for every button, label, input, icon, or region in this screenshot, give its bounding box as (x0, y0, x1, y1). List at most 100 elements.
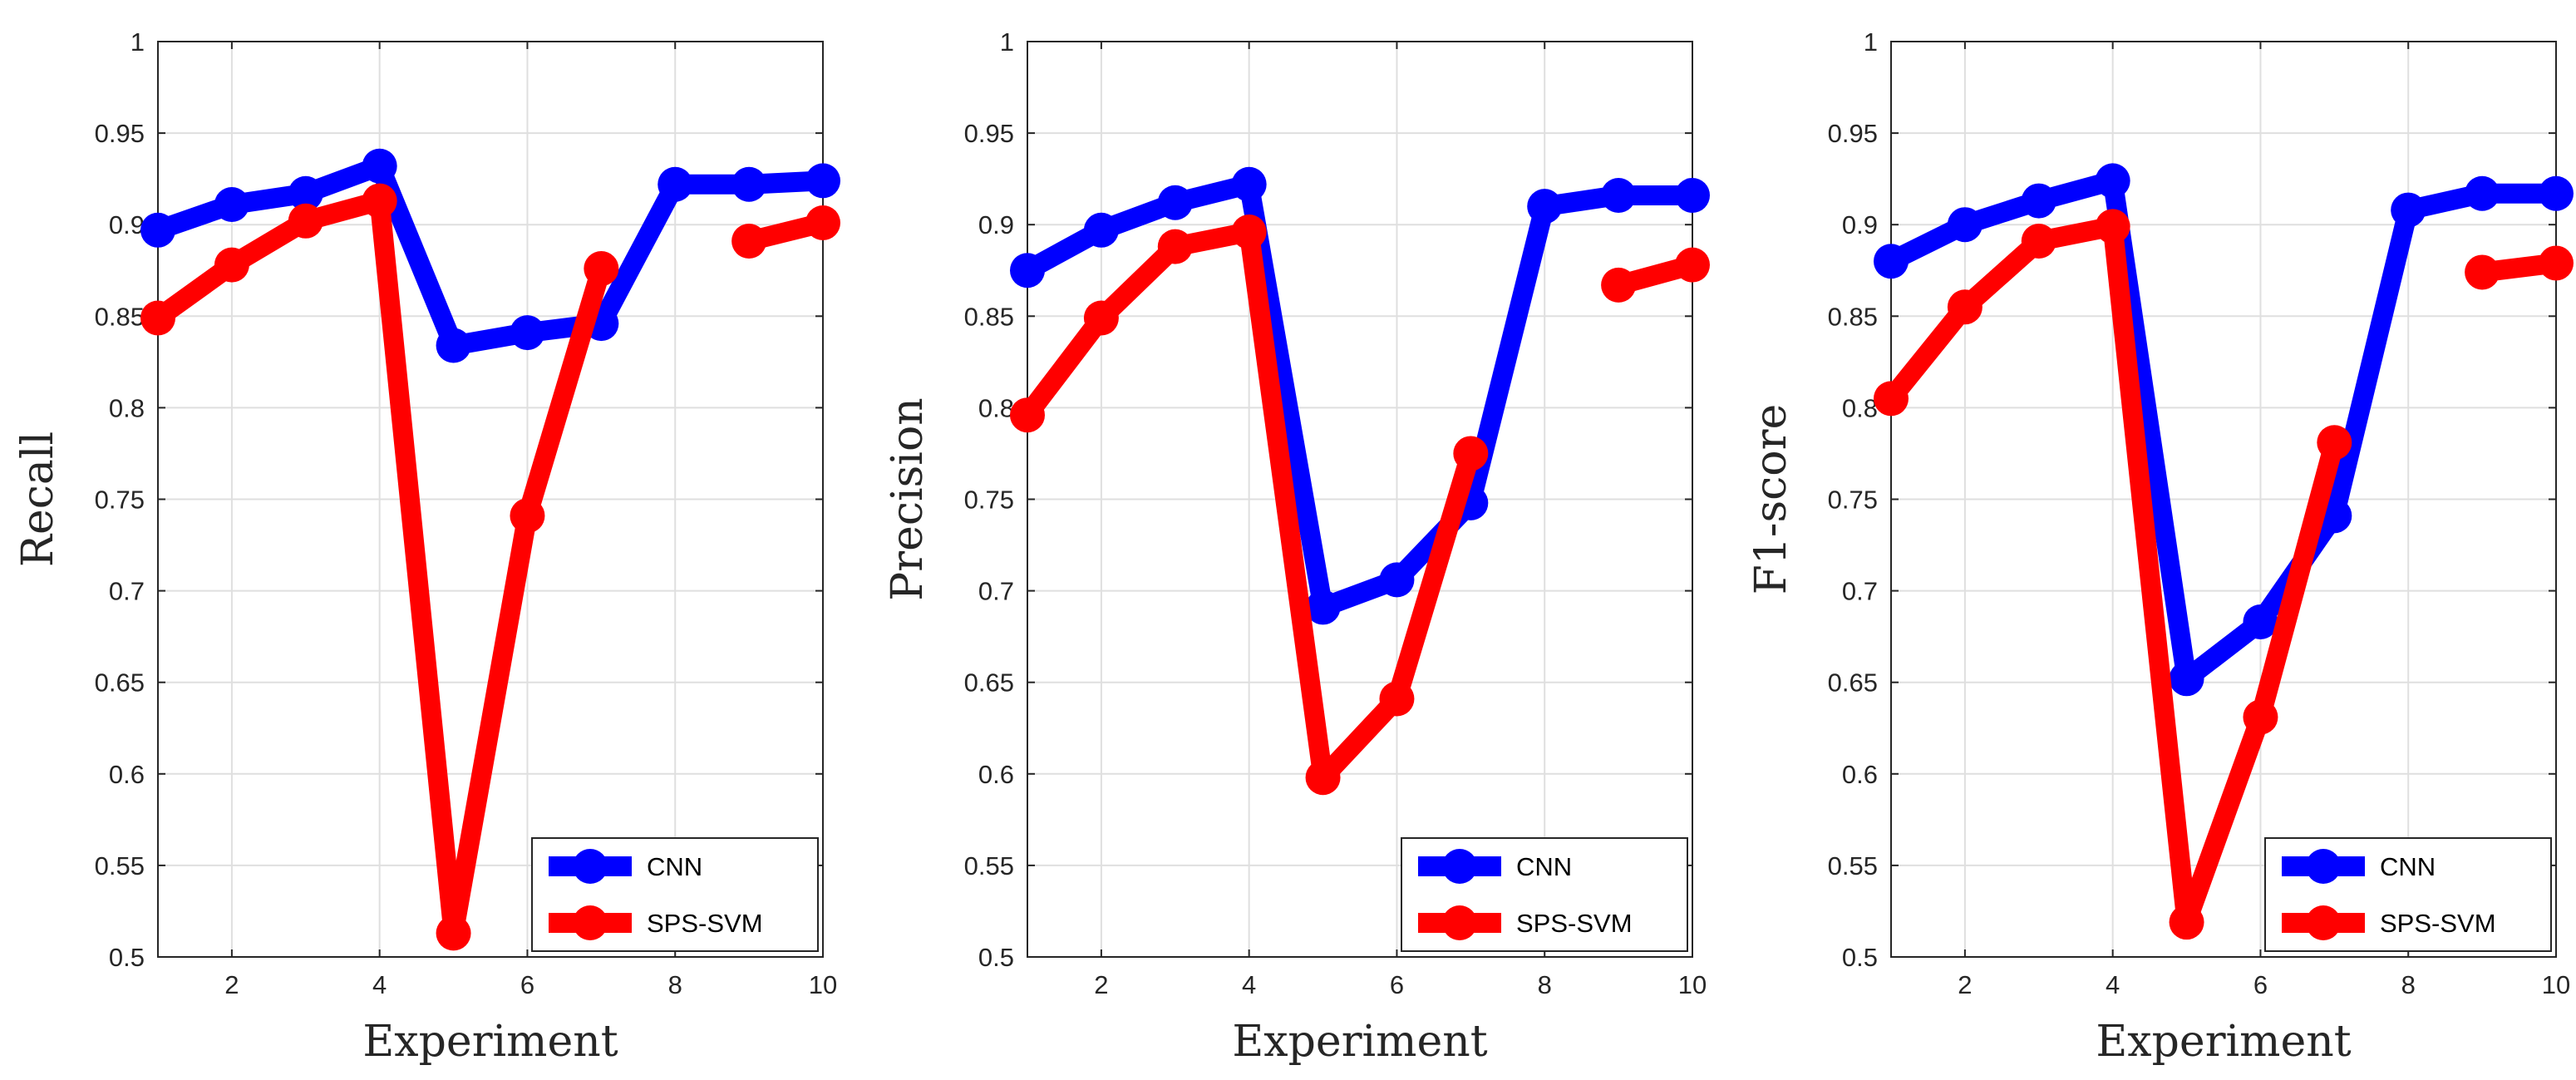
legend-label: CNN (647, 852, 702, 881)
y-tick-label: 0.5 (1842, 943, 1878, 972)
data-point (288, 175, 323, 211)
data-point (362, 183, 397, 219)
y-tick-label: 0.55 (1828, 851, 1878, 880)
legend-entry: SPS-SVM (2282, 905, 2496, 940)
y-tick-label: 0.6 (1842, 760, 1878, 789)
chart-panel-1: 2 4 6 8 10 0.5 0.55 0.6 0.65 0.7 0.75 0.8 0.85 0.9 0.9… (13, 27, 840, 1067)
y-axis-label: Precision (883, 397, 933, 601)
data-point (1379, 681, 1415, 717)
legend-marker (2306, 849, 2341, 884)
data-point (1874, 244, 1909, 279)
x-axis-label: Experiment (362, 1017, 618, 1067)
y-tick-label: 0.7 (109, 577, 145, 606)
y-tick-label: 0.8 (978, 393, 1014, 422)
x-tick-label: 4 (372, 970, 387, 999)
data-point (2317, 425, 2352, 461)
y-tick-label: 0.85 (1828, 302, 1878, 331)
series-cnn (140, 148, 840, 363)
x-axis-label: Experiment (2096, 1017, 2351, 1067)
x-tick-label: 6 (1390, 970, 1404, 999)
legend-label: SPS-SVM (647, 909, 763, 938)
y-tick-label: 0.6 (978, 760, 1014, 789)
y-tick-label: 0.55 (95, 851, 145, 880)
data-point (1231, 215, 1267, 250)
chart-panel-2: 2 4 6 8 10 0.5 0.55 0.6 0.65 0.7 0.75 0.8 0.85 0.9 0.9… (883, 27, 1710, 1067)
data-point (2539, 245, 2574, 281)
data-point (1874, 381, 1909, 417)
legend-marker (573, 849, 608, 884)
data-point (2095, 209, 2130, 244)
y-tick-label: 0.7 (1842, 577, 1878, 606)
legend-label: SPS-SVM (2380, 909, 2496, 938)
data-point (1305, 760, 1341, 796)
data-point (658, 166, 693, 202)
chart-panel-3: 2 4 6 8 10 0.5 0.55 0.6 0.65 0.7 0.75 0.8 0.85 0.9 0.9… (1746, 27, 2574, 1067)
y-tick-label: 0.9 (109, 210, 145, 239)
y-tick-label: 0.85 (95, 302, 145, 331)
y-tick-label: 0.75 (964, 486, 1014, 515)
legend-entry: CNN (549, 849, 702, 884)
data-point (510, 315, 545, 351)
y-axis-label: F1-score (1746, 404, 1796, 594)
series-sps-svm (1010, 215, 1710, 796)
legend-marker (573, 905, 608, 940)
data-point (1675, 177, 1710, 213)
data-point (2169, 905, 2204, 940)
data-point (1527, 189, 1563, 224)
y-tick-label: 0.65 (95, 668, 145, 698)
y-tick-label: 0.5 (978, 943, 1014, 972)
legend-marker (1442, 905, 1477, 940)
data-point (1010, 397, 1045, 433)
data-point (2243, 699, 2278, 735)
x-tick-label: 10 (1678, 970, 1707, 999)
data-point (436, 328, 471, 363)
data-point (1947, 289, 1982, 325)
data-point (2021, 224, 2056, 259)
legend: CNN SPS-SVM (531, 837, 819, 952)
legend-marker (1442, 849, 1477, 884)
data-point (1305, 589, 1341, 625)
x-tick-label: 4 (1242, 970, 1256, 999)
x-tick-label: 10 (2542, 970, 2570, 999)
y-tick-label: 0.6 (109, 760, 145, 789)
data-point (1083, 300, 1119, 336)
x-tick-label: 8 (1538, 970, 1552, 999)
data-point (805, 205, 840, 240)
x-tick-label: 10 (809, 970, 837, 999)
x-tick-label: 2 (1958, 970, 1972, 999)
data-point (2169, 661, 2204, 697)
legend: CNN SPS-SVM (1401, 837, 1688, 952)
data-point (362, 148, 397, 184)
y-tick-label: 0.95 (964, 119, 1014, 148)
y-tick-label: 0.8 (1842, 393, 1878, 422)
y-tick-label: 0.8 (109, 393, 145, 422)
y-tick-label: 1 (1864, 27, 1878, 57)
data-point (2243, 604, 2278, 640)
data-point (1010, 253, 1045, 288)
legend-marker (2306, 905, 2341, 940)
data-point (1947, 207, 1982, 243)
data-point (2465, 254, 2500, 290)
y-tick-label: 0.5 (109, 943, 145, 972)
series-line (1017, 174, 1702, 618)
x-tick-label: 6 (520, 970, 534, 999)
y-tick-label: 0.65 (1828, 668, 1878, 698)
series-cnn (1010, 166, 1710, 625)
data-point (288, 203, 323, 239)
x-tick-label: 8 (2401, 970, 2416, 999)
x-tick-label: 2 (224, 970, 239, 999)
data-point (2021, 183, 2056, 219)
x-tick-label: 6 (2253, 970, 2268, 999)
data-point (1601, 267, 1637, 303)
data-point (1675, 247, 1710, 283)
y-tick-label: 1 (131, 27, 145, 57)
data-point (1157, 185, 1193, 220)
legend-entry: SPS-SVM (1418, 905, 1633, 940)
data-point (2465, 175, 2500, 211)
y-tick-label: 0.75 (95, 486, 145, 515)
data-point (584, 251, 619, 287)
data-point (1379, 562, 1415, 598)
y-tick-label: 0.65 (964, 668, 1014, 698)
y-tick-label: 0.7 (978, 577, 1014, 606)
